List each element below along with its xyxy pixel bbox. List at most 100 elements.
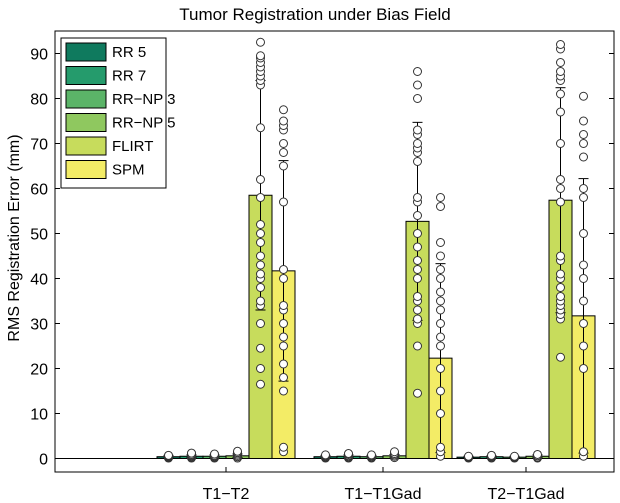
data-point bbox=[256, 220, 265, 229]
data-point bbox=[556, 58, 565, 67]
data-point bbox=[436, 193, 445, 202]
legend-swatch bbox=[65, 160, 107, 179]
data-point bbox=[413, 229, 422, 238]
data-point bbox=[579, 296, 588, 306]
y-tick-label: 50 bbox=[30, 227, 48, 244]
data-point bbox=[413, 314, 422, 324]
data-point bbox=[413, 242, 422, 252]
data-point bbox=[579, 139, 588, 148]
data-point bbox=[579, 341, 588, 351]
data-point bbox=[279, 161, 288, 171]
data-point bbox=[256, 283, 265, 292]
legend-label: RR−NP 3 bbox=[112, 91, 176, 108]
data-point bbox=[556, 197, 565, 207]
y-tick-label: 60 bbox=[30, 182, 48, 199]
data-point bbox=[367, 450, 376, 460]
data-point bbox=[413, 125, 422, 135]
data-point bbox=[413, 211, 422, 220]
data-point bbox=[436, 341, 445, 351]
data-point bbox=[436, 202, 445, 211]
data-point bbox=[279, 386, 288, 396]
data-point bbox=[556, 89, 565, 99]
x-tick-label: T1−T1Gad bbox=[345, 486, 422, 503]
x-axis: T1−T2 T1−T1Gad T2−T1Gad bbox=[203, 467, 564, 503]
data-point bbox=[436, 265, 445, 274]
data-point bbox=[413, 67, 422, 76]
legend-swatch bbox=[65, 113, 107, 132]
data-point bbox=[436, 274, 445, 283]
data-point bbox=[413, 265, 422, 274]
data-point bbox=[210, 449, 219, 459]
y-axis: 0 10 20 30 40 50 60 70 80 90 bbox=[30, 47, 614, 469]
data-point bbox=[436, 319, 445, 328]
data-point bbox=[436, 364, 445, 373]
bars-layer bbox=[55, 37, 614, 463]
data-point bbox=[413, 80, 422, 90]
data-point bbox=[413, 292, 422, 301]
data-point bbox=[413, 341, 422, 351]
data-point bbox=[487, 450, 496, 460]
data-point bbox=[556, 283, 565, 292]
data-point bbox=[436, 287, 445, 297]
data-point bbox=[436, 305, 445, 315]
data-point bbox=[533, 449, 542, 459]
legend-label: SPM bbox=[112, 162, 145, 179]
data-point bbox=[279, 359, 288, 369]
data-point bbox=[436, 238, 445, 247]
data-point bbox=[279, 319, 288, 328]
data-point bbox=[321, 450, 330, 460]
data-point bbox=[556, 292, 565, 301]
data-point bbox=[256, 238, 265, 247]
chart-title: Tumor Registration under Bias Field bbox=[179, 5, 451, 24]
data-point bbox=[390, 447, 399, 457]
legend-label: FLIRT bbox=[112, 138, 153, 155]
data-point bbox=[556, 139, 565, 148]
data-point bbox=[579, 364, 588, 373]
legend-swatch bbox=[65, 136, 107, 156]
data-point bbox=[256, 123, 265, 133]
data-point bbox=[556, 175, 565, 184]
data-point bbox=[510, 451, 519, 461]
data-point bbox=[436, 386, 445, 396]
data-point bbox=[579, 152, 588, 162]
data-point bbox=[256, 343, 265, 353]
data-point bbox=[556, 352, 565, 362]
data-point bbox=[279, 332, 288, 342]
data-point bbox=[436, 442, 445, 452]
data-point bbox=[279, 265, 288, 274]
data-point bbox=[464, 451, 473, 461]
data-point bbox=[279, 116, 288, 126]
data-point bbox=[344, 449, 353, 459]
y-tick-label: 90 bbox=[30, 47, 48, 64]
data-point bbox=[256, 37, 265, 47]
y-tick-label: 20 bbox=[30, 362, 48, 379]
data-point bbox=[164, 450, 173, 460]
legend-swatch bbox=[65, 42, 107, 62]
data-point bbox=[279, 373, 288, 382]
data-point bbox=[413, 193, 422, 202]
data-point bbox=[579, 229, 588, 238]
data-point bbox=[556, 269, 565, 279]
data-point bbox=[579, 91, 588, 101]
data-point bbox=[413, 305, 422, 315]
data-point bbox=[256, 379, 265, 389]
data-point bbox=[413, 274, 422, 283]
data-point bbox=[279, 274, 288, 283]
data-point bbox=[436, 409, 445, 418]
data-point bbox=[556, 184, 565, 193]
data-point bbox=[556, 107, 565, 117]
x-tick-label: T1−T2 bbox=[203, 486, 250, 503]
y-tick-label: 70 bbox=[30, 137, 48, 154]
data-point bbox=[413, 139, 422, 148]
y-tick-label: 30 bbox=[30, 317, 48, 334]
legend-swatch bbox=[65, 66, 107, 85]
data-point bbox=[187, 448, 196, 458]
data-point bbox=[579, 260, 588, 270]
data-point bbox=[579, 193, 588, 202]
data-point bbox=[256, 175, 265, 184]
data-point bbox=[279, 197, 288, 207]
y-tick-label: 10 bbox=[30, 407, 48, 424]
data-point bbox=[556, 40, 565, 49]
data-point bbox=[279, 105, 288, 115]
